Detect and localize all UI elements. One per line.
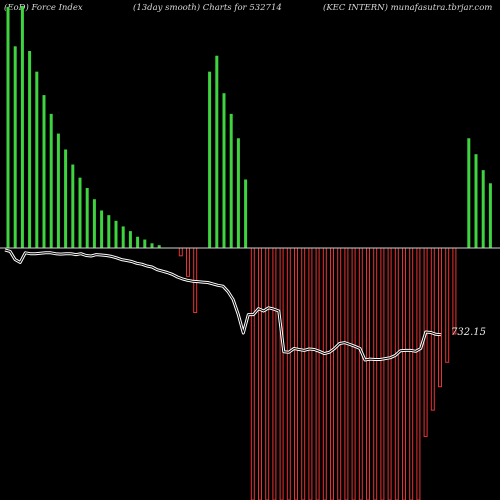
force-bar-positive <box>92 199 96 248</box>
force-bar-negative <box>337 247 342 500</box>
force-bar-positive <box>20 6 24 248</box>
force-bar-negative <box>430 247 435 411</box>
force-bar-positive <box>157 245 161 248</box>
force-bar-negative <box>265 247 270 500</box>
force-bar-positive <box>85 187 89 248</box>
force-bar-positive <box>229 113 233 249</box>
force-bar-negative <box>416 247 421 500</box>
force-bar-positive <box>71 164 75 248</box>
force-bar-positive <box>114 220 118 248</box>
force-bar-positive <box>121 226 125 248</box>
force-bar-negative <box>366 247 370 500</box>
force-bar-positive <box>100 210 104 248</box>
force-bar-positive <box>150 243 154 248</box>
force-bar-positive <box>215 55 219 249</box>
force-bar-positive <box>28 51 32 248</box>
force-bar-positive <box>35 71 39 248</box>
force-bar-negative <box>315 247 320 500</box>
force-bar-negative <box>373 247 378 500</box>
force-bar-negative <box>351 247 356 500</box>
force-bar-positive <box>481 170 485 248</box>
force-bar-positive <box>236 138 240 248</box>
force-bar-positive <box>143 239 147 248</box>
force-bar-negative <box>445 247 450 363</box>
force-bar-positive <box>42 95 46 248</box>
force-bar-negative <box>452 247 457 335</box>
force-bar-negative <box>402 247 406 500</box>
force-bar-positive <box>208 71 212 248</box>
force-bar-negative <box>186 247 190 277</box>
force-bar-positive <box>488 183 492 248</box>
force-bar-positive <box>56 133 60 248</box>
force-bar-positive <box>136 236 140 248</box>
force-bar-negative <box>272 247 277 500</box>
force-bar-negative <box>178 247 183 257</box>
force-bar-negative <box>286 247 291 500</box>
force-bar-negative <box>394 247 399 500</box>
force-bar-positive <box>78 177 82 248</box>
price-line-group <box>4 248 442 362</box>
force-bar-positive <box>244 179 248 248</box>
force-bar-negative <box>409 247 414 500</box>
force-bar-negative <box>438 247 442 388</box>
force-bar-negative <box>294 247 298 500</box>
force-bar-negative <box>387 247 392 500</box>
header-left: (EoD) Force Index <box>4 2 83 13</box>
force-bar-negative <box>322 247 327 500</box>
force-bar-positive <box>13 46 17 248</box>
force-bar-positive <box>222 93 226 248</box>
force-bar-negative <box>344 247 349 500</box>
price-line <box>4 249 442 361</box>
price-last-label: 732.15 <box>451 327 486 338</box>
force-bar-negative <box>423 247 428 438</box>
force-bar-positive <box>49 113 53 249</box>
force-bar-negative <box>308 247 313 500</box>
force-bar-negative <box>358 247 363 500</box>
force-bar-negative <box>301 247 306 500</box>
force-bar-negative <box>279 247 284 500</box>
force-bar-negative <box>258 247 262 500</box>
force-bar-negative <box>330 247 334 500</box>
force-bar-negative <box>380 247 385 500</box>
force-bar-positive <box>6 6 10 248</box>
force-bar-positive <box>128 231 132 248</box>
force-bar-positive <box>64 149 68 248</box>
force-bar-negative <box>250 247 255 500</box>
force-bar-positive <box>107 215 111 248</box>
header-center: (13day smooth) Charts for 532714 <box>133 2 282 13</box>
header-right: (KEC INTERN) munafasutra.tbrjar.com <box>323 2 492 13</box>
force-bar-positive <box>474 154 478 248</box>
force-bar-positive <box>467 138 471 248</box>
